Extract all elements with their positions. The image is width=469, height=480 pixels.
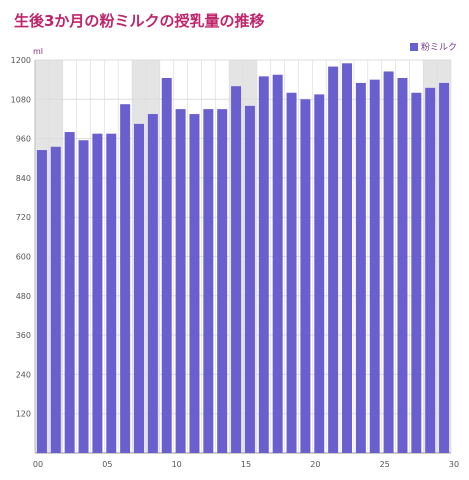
bar xyxy=(342,63,352,454)
bar xyxy=(328,66,339,454)
chart-title: 生後3か月の粉ミルクの授乳量の推移 xyxy=(14,12,265,30)
x-tick-label: 20 xyxy=(310,460,320,469)
x-tick-label: 25 xyxy=(380,460,390,469)
legend: 粉ミルク xyxy=(409,40,457,53)
bar xyxy=(439,82,450,454)
bar xyxy=(217,109,228,453)
bar xyxy=(203,109,214,453)
y-axis-unit: ml xyxy=(33,47,43,56)
bar xyxy=(411,92,422,453)
bar xyxy=(383,71,394,454)
y-tick-label: 480 xyxy=(16,292,31,301)
bar xyxy=(36,150,47,453)
y-tick-label: 720 xyxy=(16,213,31,222)
legend-swatch xyxy=(409,42,418,51)
bar xyxy=(258,76,269,453)
x-tick-label: 15 xyxy=(241,460,251,469)
y-tick-label: 1200 xyxy=(11,56,31,65)
bar xyxy=(314,94,325,453)
bar xyxy=(286,92,297,453)
bar xyxy=(161,78,172,453)
bar xyxy=(50,146,61,453)
y-tick-label: 600 xyxy=(16,253,31,262)
bar xyxy=(355,82,366,454)
bar xyxy=(189,114,200,453)
bar xyxy=(425,87,436,454)
bar xyxy=(78,140,89,454)
bar xyxy=(147,114,158,453)
bar xyxy=(300,99,311,454)
y-tick-label: 1080 xyxy=(11,95,31,104)
bar xyxy=(369,79,380,454)
legend-label: 粉ミルク xyxy=(420,43,457,53)
bar xyxy=(120,104,131,454)
x-tick-label: 30 xyxy=(449,460,459,469)
bar xyxy=(231,86,242,453)
bar xyxy=(64,132,75,454)
x-tick-label: 10 xyxy=(172,460,182,469)
bar xyxy=(244,105,255,453)
y-tick-label: 120 xyxy=(16,410,31,419)
y-tick-label: 840 xyxy=(16,174,31,183)
x-tick-label: 05 xyxy=(102,460,112,469)
bar xyxy=(106,133,117,453)
bar xyxy=(134,123,144,454)
x-tick-label: 00 xyxy=(33,460,43,469)
bar xyxy=(175,109,186,453)
y-tick-label: 240 xyxy=(16,370,31,379)
bar xyxy=(272,74,283,454)
y-tick-label: 360 xyxy=(16,331,31,340)
y-tick-label: 960 xyxy=(16,135,31,144)
bar xyxy=(397,78,408,453)
bar xyxy=(92,133,103,453)
